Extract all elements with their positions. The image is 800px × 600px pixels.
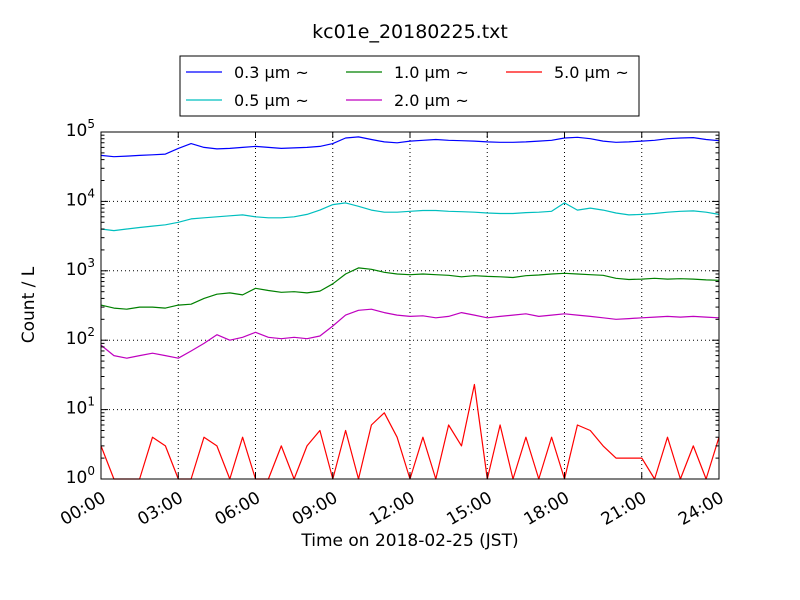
legend-label: 1.0 μm ~ [394,63,469,82]
y-tick-label: 102 [66,325,95,349]
x-tick-label: 09:00 [289,488,341,530]
legend-label: 0.5 μm ~ [234,91,309,110]
y-tick-label: 103 [66,256,95,280]
grid [101,132,719,479]
legend: 0.3 μm ~ 0.5 μm ~ 1.0 μm ~ 2.0 μm ~ 5.0 μm ~ [179,55,640,117]
x-tick-label: 06:00 [212,488,264,530]
y-tick-labels: 100 101 102 103 104 105 [66,117,95,488]
series-line-0 [100,136,720,158]
x-tick-label: 18:00 [521,488,573,530]
y-tick-label: 104 [66,186,95,210]
x-tick-label: 15:00 [443,488,495,530]
x-tick-labels: 00:00 03:00 06:00 09:00 12:00 15:00 18:00 21:00… [57,488,727,530]
legend-label: 2.0 μm ~ [394,91,469,110]
x-tick-label: 12:00 [366,488,418,530]
y-tick-label: 105 [66,117,95,141]
legend-label: 0.3 μm ~ [234,63,309,82]
x-tick-label: 00:00 [57,488,109,530]
ticks [100,131,720,480]
series-line-2 [100,267,720,310]
chart-title: kc01e_20180225.txt [312,21,508,43]
legend-label: 5.0 μm ~ [554,63,629,82]
x-tick-label: 21:00 [598,488,650,530]
x-tick-label: 03:00 [134,488,186,530]
y-tick-label: 101 [66,395,95,419]
series-line-1 [100,202,720,232]
series-group [100,136,720,480]
y-tick-label: 100 [66,464,95,488]
x-tick-label: 24:00 [675,488,727,530]
y-axis-label: Count / L [19,266,39,343]
series-line-3 [100,308,720,359]
legend-box [179,55,640,117]
x-axis-label: Time on 2018-02-25 (JST) [300,531,518,551]
